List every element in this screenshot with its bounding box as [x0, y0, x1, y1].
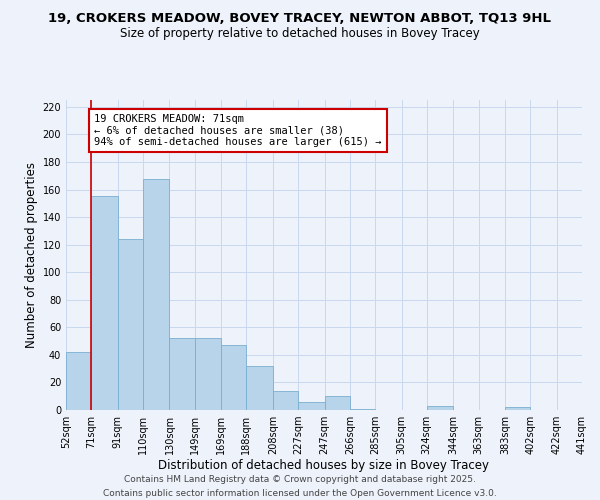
Bar	[91, 196, 118, 410]
Bar	[66, 352, 91, 410]
Text: Size of property relative to detached houses in Bovey Tracey: Size of property relative to detached ho…	[120, 28, 480, 40]
Text: Contains HM Land Registry data © Crown copyright and database right 2025.
Contai: Contains HM Land Registry data © Crown c…	[103, 476, 497, 498]
X-axis label: Distribution of detached houses by size in Bovey Tracey: Distribution of detached houses by size …	[158, 458, 490, 471]
Bar	[273, 390, 298, 410]
Bar	[427, 406, 454, 410]
Y-axis label: Number of detached properties: Number of detached properties	[25, 162, 38, 348]
Bar	[505, 407, 530, 410]
Bar	[325, 396, 350, 410]
Bar	[582, 407, 600, 410]
Bar	[194, 338, 221, 410]
Text: 19, CROKERS MEADOW, BOVEY TRACEY, NEWTON ABBOT, TQ13 9HL: 19, CROKERS MEADOW, BOVEY TRACEY, NEWTON…	[49, 12, 551, 26]
Text: 19 CROKERS MEADOW: 71sqm
← 6% of detached houses are smaller (38)
94% of semi-de: 19 CROKERS MEADOW: 71sqm ← 6% of detache…	[94, 114, 382, 147]
Bar	[143, 178, 169, 410]
Bar	[221, 345, 247, 410]
Bar	[247, 366, 273, 410]
Bar	[298, 402, 325, 410]
Bar	[118, 239, 143, 410]
Bar	[350, 408, 375, 410]
Bar	[169, 338, 194, 410]
